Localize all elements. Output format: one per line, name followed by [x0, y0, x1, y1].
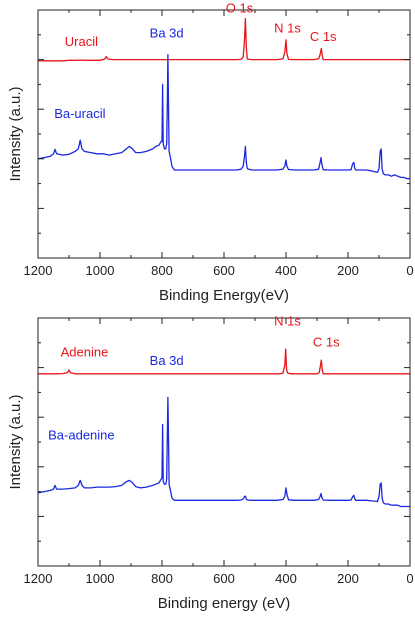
- series-line-1-1: [38, 18, 410, 62]
- x-axis-label: Binding energy (eV): [158, 595, 291, 612]
- y-axis-label: Intensity (a.u.): [7, 394, 24, 489]
- x-axis-label: Binding Energy(eV): [159, 287, 289, 304]
- x-tick-label: 1200: [24, 263, 53, 278]
- x-tick-label: 0: [406, 263, 413, 278]
- chart-panel-1: 1200 1000 800 600 400 200 0 Binding Energy(eV) I…: [7, 0, 414, 304]
- annotation-label: O 1s: [226, 0, 254, 15]
- annotation-label: Ba-adenine: [48, 428, 115, 443]
- x-tick-label: 1200: [24, 571, 53, 586]
- annotation-label: Ba-uracil: [54, 106, 105, 121]
- y-axis-label: Intensity (a.u.): [7, 86, 24, 181]
- x-tick-label: 400: [275, 263, 297, 278]
- series-line-1-2: [37, 53, 410, 180]
- annotation-label: Adenine: [61, 344, 109, 359]
- x-tick-label: 200: [337, 263, 359, 278]
- x-tick-label: 600: [213, 263, 235, 278]
- x-tick-label: 1000: [86, 263, 115, 278]
- x-tick-label: 800: [151, 263, 173, 278]
- annotation-label: N 1s: [274, 313, 301, 328]
- annotation-label: Ba 3d: [150, 25, 184, 40]
- x-tick-label: 200: [337, 571, 359, 586]
- x-tick-label: 800: [151, 571, 173, 586]
- x-tick-label: 400: [275, 571, 297, 586]
- annotation-label: C 1s: [310, 29, 337, 44]
- annotation-label: Uracil: [65, 34, 98, 49]
- annotation-label: C 1s: [313, 335, 340, 350]
- annotation-label: N 1s: [274, 20, 301, 35]
- annotation-label: Ba 3d: [150, 353, 184, 368]
- chart-panel-2: 1200 1000 800 600 400 200 0 Binding energy (eV)…: [7, 313, 414, 612]
- x-tick-label: 600: [213, 571, 235, 586]
- x-tick-label: 1000: [86, 571, 115, 586]
- x-tick-label: 0: [406, 571, 413, 586]
- series-line-2-2: [37, 396, 410, 508]
- series-line-2-1: [38, 348, 410, 375]
